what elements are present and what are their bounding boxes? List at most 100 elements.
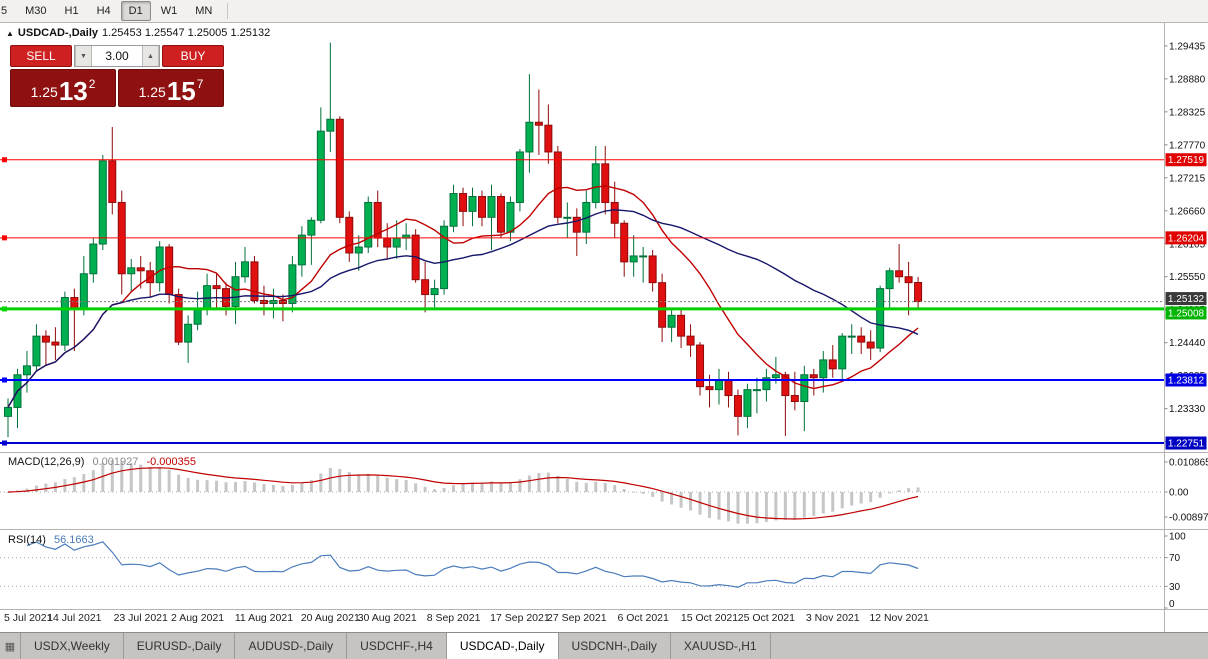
one-click-trading-panel: SELL ▼ 3.00 ▲ BUY 1.25 13 2 1.25 15 7 [10, 45, 224, 107]
timeframe-button-h4[interactable]: H4 [96, 5, 111, 17]
level-lines[interactable] [0, 157, 1164, 446]
tabs-menu-icon[interactable]: ▦ [0, 633, 21, 659]
buy-price-main: 1.25 [138, 84, 166, 100]
chart-tab-usdcad-daily[interactable]: USDCAD-,Daily [446, 633, 559, 659]
rsi-line [26, 541, 919, 588]
svg-text:0.010865: 0.010865 [1169, 458, 1208, 469]
svg-text:1.22751: 1.22751 [1168, 439, 1205, 450]
svg-text:30: 30 [1169, 582, 1181, 593]
chart-tab-usdchf-h4[interactable]: USDCHF-,H4 [347, 633, 447, 659]
macd-name: MACD(12,26,9) [8, 456, 85, 468]
rsi-pane: 100 70 30 0 [0, 532, 1186, 610]
rsi-name: RSI(14) [8, 534, 46, 546]
symbol-label: ▲ USDCAD-,Daily 1.25453 1.25547 1.25005 … [6, 27, 270, 39]
timeframe-toolbar: 5 M30 H1 H4 D1 W1 MN [0, 0, 1208, 23]
svg-text:0.00: 0.00 [1169, 488, 1189, 499]
svg-text:1.28325: 1.28325 [1169, 107, 1206, 118]
volume-decrease-icon[interactable]: ▼ [75, 46, 92, 66]
chart-tab-usdcnh-daily[interactable]: USDCNH-,Daily [559, 633, 671, 659]
sell-price-point: 2 [88, 77, 96, 91]
svg-text:1.25132: 1.25132 [1168, 294, 1205, 305]
level-handle [2, 440, 7, 446]
volume-value[interactable]: 3.00 [105, 49, 129, 63]
svg-text:0: 0 [1169, 599, 1175, 610]
buy-button[interactable]: BUY [162, 45, 224, 67]
chart-tab-xauusd-h1[interactable]: XAUUSD-,H1 [671, 633, 771, 659]
svg-text:2 Aug 2021: 2 Aug 2021 [171, 612, 224, 624]
timeframe-button-h1[interactable]: H1 [64, 5, 79, 17]
candles-layer [4, 42, 923, 438]
svg-text:15 Oct 2021: 15 Oct 2021 [681, 612, 738, 624]
symbol-ohlc-values: 1.25453 1.25547 1.25005 1.25132 [102, 27, 271, 39]
svg-text:1.24440: 1.24440 [1169, 338, 1206, 349]
level-handle [2, 306, 7, 312]
svg-text:12 Nov 2021: 12 Nov 2021 [869, 612, 929, 624]
one-click-toggle-icon[interactable]: ▲ [6, 28, 14, 38]
trade-panel-prices: 1.25 13 2 1.25 15 7 [10, 69, 224, 107]
svg-text:1.27770: 1.27770 [1169, 140, 1206, 151]
svg-text:1.25550: 1.25550 [1169, 272, 1206, 283]
macd-signal-line [7, 467, 919, 520]
timeframe-button-m30[interactable]: M30 [25, 5, 47, 17]
timeframe-button-5[interactable]: 5 [1, 5, 8, 17]
level-handle [2, 377, 7, 383]
rsi-indicator-label: RSI(14) 56.1663 [8, 534, 94, 546]
svg-text:8 Sep 2021: 8 Sep 2021 [427, 612, 481, 624]
svg-text:1.26660: 1.26660 [1169, 206, 1206, 217]
svg-text:1.23812: 1.23812 [1168, 375, 1205, 386]
sell-price-box[interactable]: 1.25 13 2 [10, 69, 116, 107]
svg-text:14 Jul 2021: 14 Jul 2021 [47, 612, 101, 624]
svg-text:25 Oct 2021: 25 Oct 2021 [738, 612, 795, 624]
price-badges: 1.25132 1.27519 1.26204 1.25008 1.23812 1.227… [1165, 153, 1207, 450]
svg-text:1.23330: 1.23330 [1169, 404, 1206, 415]
buy-price-pips: 15 [166, 75, 196, 106]
svg-text:30 Aug 2021: 30 Aug 2021 [358, 612, 417, 624]
level-handle [2, 235, 7, 241]
timeframe-button-d1[interactable]: D1 [120, 1, 151, 21]
timeframe-button-mn[interactable]: MN [195, 5, 213, 17]
sell-button[interactable]: SELL [10, 45, 72, 67]
timeframe-button-w1[interactable]: W1 [160, 5, 178, 17]
svg-text:1.28880: 1.28880 [1169, 74, 1206, 85]
svg-text:1.29435: 1.29435 [1169, 41, 1206, 52]
svg-text:17 Sep 2021: 17 Sep 2021 [490, 612, 550, 624]
moving-averages [7, 185, 919, 408]
macd-main-value: 0.001927 [92, 456, 139, 468]
level-handle [2, 157, 7, 163]
macd-pane: 0.010865 0.00 -0.008975 [0, 458, 1208, 524]
buy-price-point: 7 [196, 77, 204, 91]
svg-text:1.26204: 1.26204 [1168, 233, 1205, 244]
rsi-value: 56.1663 [53, 534, 94, 546]
svg-text:1.27215: 1.27215 [1169, 173, 1206, 184]
price-scale[interactable]: 1.29435 1.28880 1.28325 1.27770 1.27215 1.266… [1164, 41, 1206, 448]
svg-text:70: 70 [1169, 553, 1181, 564]
svg-text:-0.008975: -0.008975 [1169, 513, 1208, 524]
volume-increase-icon[interactable]: ▲ [142, 46, 159, 66]
chart-tab-eurusd-daily[interactable]: EURUSD-,Daily [124, 633, 236, 659]
chart-tab-audusd-daily[interactable]: AUDUSD-,Daily [235, 633, 348, 659]
chart-tab-usdx-weekly[interactable]: USDX,Weekly [21, 633, 124, 659]
svg-text:23 Jul 2021: 23 Jul 2021 [114, 612, 168, 624]
pane-separators [0, 22, 1208, 633]
svg-text:1.25008: 1.25008 [1168, 308, 1205, 319]
chart-tabs-bar: ▦ USDX,Weekly EURUSD-,Daily AUDUSD-,Daily U… [0, 632, 1208, 659]
toolbar-separator [227, 3, 229, 19]
symbol-name: USDCAD-,Daily [17, 27, 98, 39]
svg-text:3 Nov 2021: 3 Nov 2021 [806, 612, 860, 624]
sell-price-pips: 13 [58, 75, 88, 106]
svg-text:11 Aug 2021: 11 Aug 2021 [235, 612, 293, 624]
sell-price-main: 1.25 [30, 84, 58, 100]
svg-text:6 Oct 2021: 6 Oct 2021 [617, 612, 669, 624]
trade-panel-controls: SELL ▼ 3.00 ▲ BUY [10, 45, 224, 67]
svg-text:1.27519: 1.27519 [1168, 155, 1205, 166]
svg-text:100: 100 [1169, 532, 1186, 543]
svg-text:27 Sep 2021: 27 Sep 2021 [547, 612, 607, 624]
volume-stepper[interactable]: ▼ 3.00 ▲ [74, 45, 160, 67]
ma-fast [7, 185, 919, 408]
svg-text:1.26105: 1.26105 [1169, 239, 1206, 250]
ma-slow [7, 209, 919, 408]
buy-price-box[interactable]: 1.25 15 7 [118, 69, 224, 107]
